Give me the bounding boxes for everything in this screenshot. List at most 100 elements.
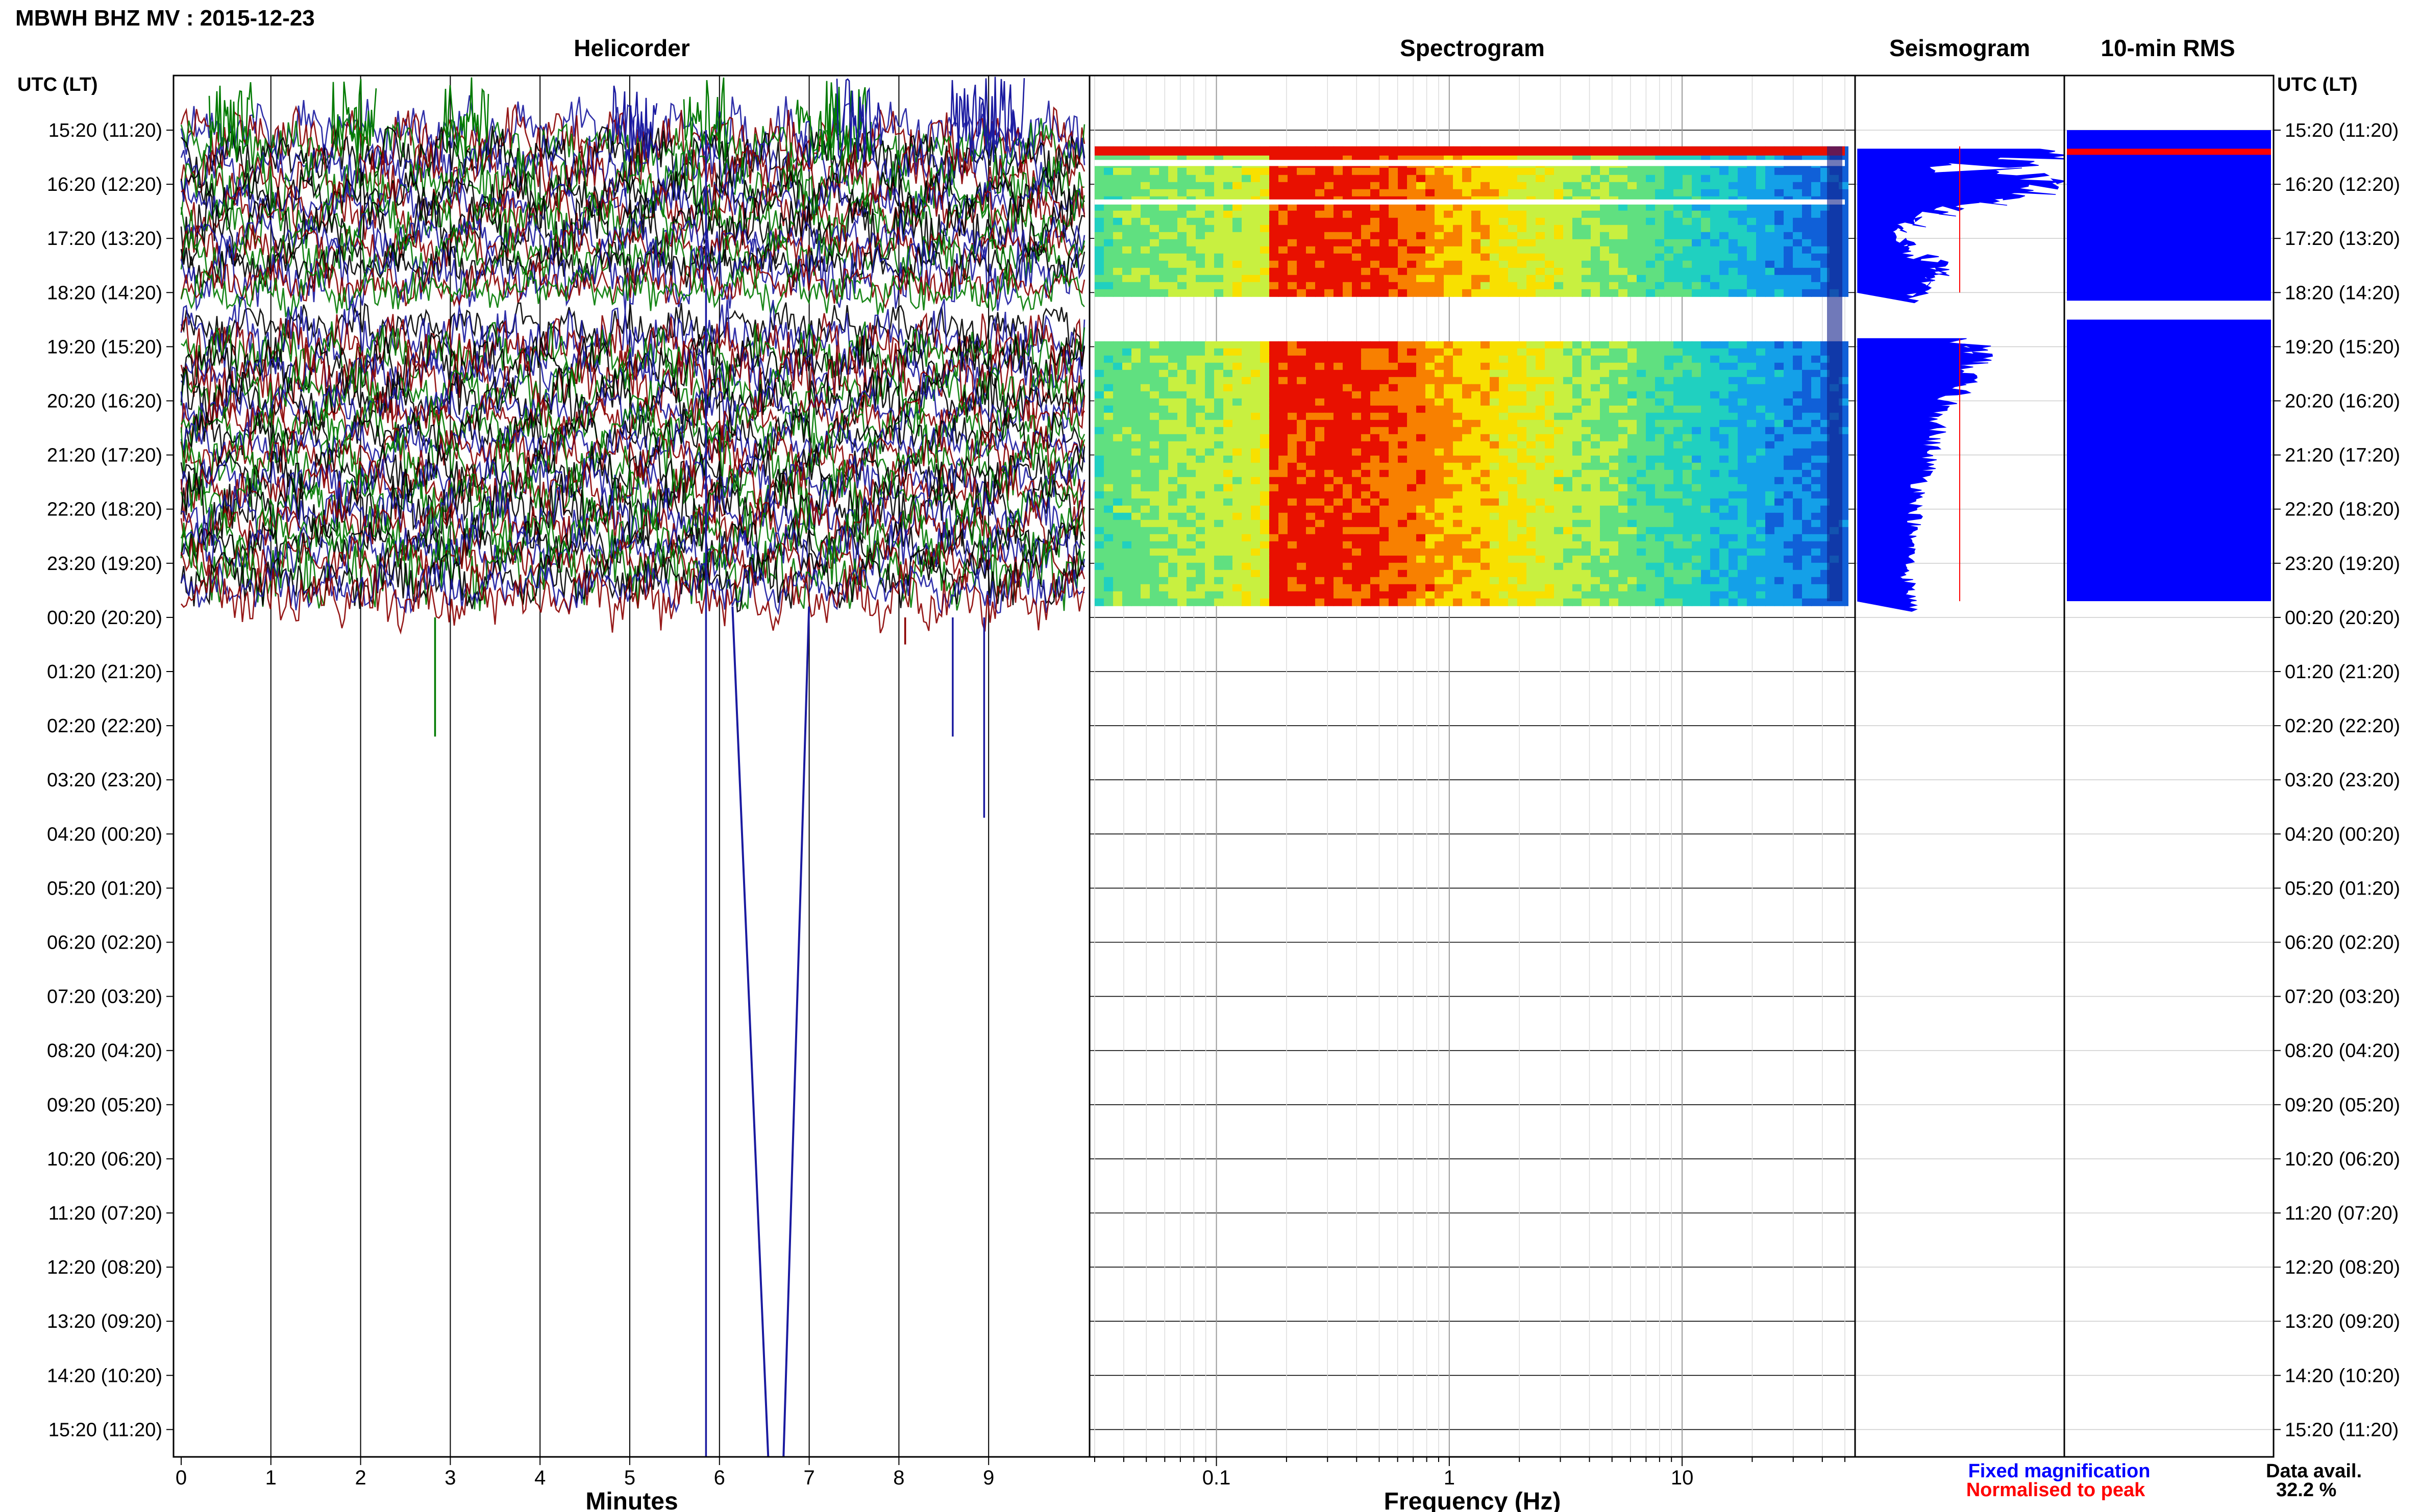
spectrogram-cell <box>1242 217 1251 226</box>
spectrogram-cell <box>1646 541 1656 549</box>
spectrogram-cell <box>1545 391 1554 399</box>
spectrogram-cell <box>1416 534 1426 542</box>
spectrogram-cell <box>1324 412 1334 420</box>
spectrogram-cell <box>1618 225 1628 233</box>
spectrogram-cell <box>1554 598 1564 606</box>
spectrogram-cell <box>1334 362 1343 370</box>
spectrogram-cell <box>1480 348 1490 356</box>
spectrogram-cell <box>1223 455 1233 463</box>
spectrogram-cell <box>1306 348 1316 356</box>
spectrogram-cell <box>1343 562 1352 571</box>
spectrogram-cell <box>1398 175 1408 183</box>
spectrogram-cell <box>1719 217 1729 226</box>
spectrogram-cell <box>1444 519 1453 528</box>
spectrogram-cell <box>1425 175 1435 183</box>
spectrogram-cell <box>1490 541 1499 549</box>
spectrogram-cell <box>1379 217 1389 226</box>
spectrogram-cell <box>1646 239 1656 247</box>
spectrogram-cell <box>1315 584 1325 592</box>
spectrogram-cell <box>1370 512 1380 520</box>
spectrogram-cell <box>1187 377 1196 385</box>
spectrogram-cell <box>1187 239 1196 247</box>
spectrogram-cell <box>1306 469 1316 478</box>
spectrogram-cell <box>1673 541 1683 549</box>
spectrogram-cell <box>1306 260 1316 268</box>
spectrogram-cell <box>1168 469 1178 478</box>
spectrogram-cell <box>1526 462 1536 470</box>
spectrogram-cell <box>1517 569 1527 578</box>
spectrogram-cell <box>1811 253 1821 261</box>
spectrogram-cell <box>1572 412 1582 420</box>
spectrogram-cell <box>1141 355 1150 363</box>
spectrogram-cell <box>1205 462 1215 470</box>
spectrogram-cell <box>1288 246 1297 254</box>
spectrogram-cell <box>1343 167 1352 176</box>
spectrogram-cell <box>1774 246 1784 254</box>
spectrogram-cell <box>1591 398 1600 406</box>
spectrogram-cell <box>1536 412 1545 420</box>
spectrogram-cell <box>1655 362 1665 370</box>
spectrogram-cell <box>1177 477 1187 485</box>
spectrogram-cell <box>1793 527 1803 535</box>
spectrogram-cell <box>1187 555 1196 563</box>
spectrogram-cell <box>1517 562 1527 571</box>
spectrogram-cell <box>1582 182 1591 190</box>
spectrogram-cell <box>1242 253 1251 261</box>
spectrogram-cell <box>1673 484 1683 492</box>
spectrogram-cell <box>1756 527 1766 535</box>
spectrogram-cell <box>1756 498 1766 506</box>
spectrogram-cell <box>1251 405 1261 413</box>
spectrogram-cell <box>1646 377 1656 385</box>
spectrogram-cell <box>1168 341 1178 349</box>
spectrogram-cell <box>1618 562 1628 571</box>
spectrogram-cell <box>1618 505 1628 513</box>
spectrogram-cell <box>1784 203 1793 211</box>
spectrogram-cell <box>1168 275 1178 283</box>
spectrogram-cell <box>1177 348 1187 356</box>
spectrogram-cell <box>1563 434 1573 442</box>
spectrogram-cell <box>1389 267 1398 276</box>
spectrogram-cell <box>1389 505 1398 513</box>
spectrogram-cell <box>1600 562 1610 571</box>
spectrogram-cell <box>1444 419 1453 428</box>
spectrogram-cell <box>1278 260 1288 268</box>
spectrogram-cell <box>1324 462 1334 470</box>
spectrogram-cell <box>1729 541 1738 549</box>
spectrogram-cell <box>1536 405 1545 413</box>
spectrogram-cell <box>1462 441 1472 449</box>
spectrogram-cell <box>1802 519 1812 528</box>
spectrogram-cell <box>1444 377 1453 385</box>
spectrogram-cell <box>1627 455 1637 463</box>
spectrogram-cell <box>1214 577 1224 585</box>
spectrogram-cell <box>1122 275 1132 283</box>
spectrogram-cell <box>1444 175 1453 183</box>
spectrogram-cell <box>1692 527 1701 535</box>
spectrogram-cell <box>1205 405 1215 413</box>
spectrogram-cell <box>1536 555 1545 563</box>
spectrogram-cell <box>1122 362 1132 370</box>
spectrogram-cell <box>1664 541 1674 549</box>
spectrogram-cell <box>1389 369 1398 378</box>
spectrogram-cell <box>1517 369 1527 378</box>
spectrogram-cell <box>1793 377 1803 385</box>
spectrogram-cell <box>1591 267 1600 276</box>
spectrogram-cell <box>1545 167 1554 176</box>
spectrogram-cell <box>1398 239 1408 247</box>
spectrogram-cell <box>1490 569 1499 578</box>
spectrogram-cell <box>1692 275 1701 283</box>
spectrogram-cell <box>1811 267 1821 276</box>
spectrogram-cell <box>1251 555 1261 563</box>
spectrogram-cell <box>1646 419 1656 428</box>
spectrogram-cell <box>1297 584 1306 592</box>
spectrogram-cell <box>1637 405 1646 413</box>
spectrogram-cell <box>1747 355 1757 363</box>
spectrogram-cell <box>1159 369 1169 378</box>
spectrogram-cell <box>1150 527 1159 535</box>
spectrogram-cell <box>1352 267 1362 276</box>
spectrogram-cell <box>1738 405 1747 413</box>
spectrogram-cell <box>1122 477 1132 485</box>
spectrogram-cell <box>1563 391 1573 399</box>
spectrogram-cell <box>1793 362 1803 370</box>
spectrogram-cell <box>1104 175 1114 183</box>
spectrogram-cell <box>1278 267 1288 276</box>
